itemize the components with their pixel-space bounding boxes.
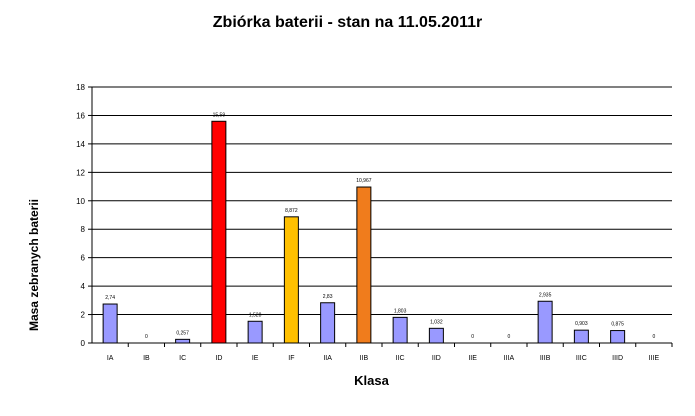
x-tick-label: IIA <box>323 355 332 362</box>
y-tick-label: 14 <box>76 140 85 149</box>
x-tick-label: IIB <box>360 355 369 362</box>
bar <box>247 320 263 344</box>
data-label: 8,872 <box>285 208 298 214</box>
data-label: 2,935 <box>539 292 552 298</box>
bar <box>175 338 191 344</box>
data-label: 0,257 <box>176 330 189 336</box>
data-label: 1,032 <box>430 319 443 325</box>
x-tick-label: IIIA <box>504 355 515 362</box>
y-tick-label: 16 <box>76 111 85 120</box>
data-label: 1,528 <box>249 312 262 318</box>
x-tick-label: IIE <box>468 355 477 362</box>
y-tick-label: 10 <box>76 197 85 206</box>
bar <box>428 327 444 344</box>
data-label: 2,74 <box>105 295 115 301</box>
chart-title: Zbiórka baterii - stan na 11.05.2011r <box>212 14 483 31</box>
x-tick-label: IC <box>179 355 186 362</box>
y-tick-label: 0 <box>81 339 86 348</box>
data-label: 10,967 <box>356 178 372 184</box>
bar <box>320 302 336 344</box>
x-tick-label: ID <box>215 355 222 362</box>
x-tick-label: IIIB <box>540 355 551 362</box>
x-tick-label: IIIE <box>649 355 660 362</box>
y-tick-label: 2 <box>81 311 86 320</box>
data-label: 0 <box>507 334 510 340</box>
data-label: 2,83 <box>323 294 333 300</box>
data-label: 1,803 <box>394 308 407 314</box>
bar <box>610 330 626 344</box>
x-tick-label: IE <box>252 355 259 362</box>
data-label: 0 <box>145 334 148 340</box>
data-label: 15,59 <box>213 112 226 118</box>
bar <box>283 216 299 344</box>
y-tick-label: 18 <box>76 83 85 92</box>
bar <box>102 303 118 344</box>
x-tick-label: IB <box>143 355 150 362</box>
data-label: 0,903 <box>575 321 588 327</box>
bar <box>573 329 589 344</box>
y-axis-label: Masa zebranych baterii <box>27 198 41 332</box>
y-tick-label: 8 <box>81 225 86 234</box>
x-tick-label: IA <box>107 355 114 362</box>
x-tick-label: IID <box>432 355 441 362</box>
bar <box>356 186 372 344</box>
y-tick-label: 6 <box>81 254 86 263</box>
data-label: 0 <box>471 334 474 340</box>
x-tick-label: IIID <box>612 355 623 362</box>
data-label: 0,875 <box>611 322 624 328</box>
x-tick-label: IIC <box>396 355 405 362</box>
bar <box>211 120 227 344</box>
y-tick-label: 12 <box>76 168 85 177</box>
x-axis-label: Klasa <box>354 373 389 388</box>
bar <box>537 300 553 344</box>
bar <box>392 316 408 344</box>
x-tick-label: IF <box>288 355 294 362</box>
x-tick-label: IIIC <box>576 355 587 362</box>
data-label: 0 <box>652 334 655 340</box>
y-tick-label: 4 <box>81 282 86 291</box>
